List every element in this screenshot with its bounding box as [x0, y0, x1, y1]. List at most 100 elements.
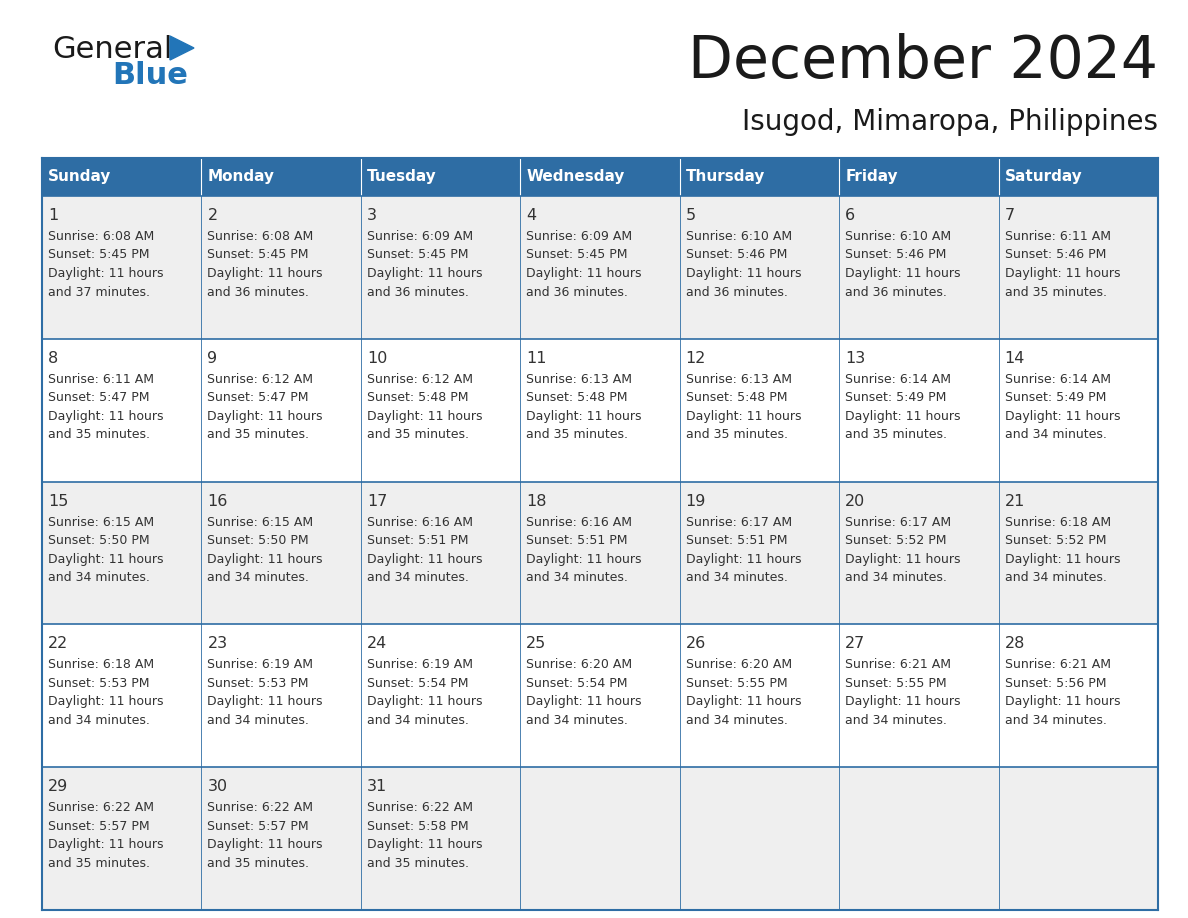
Text: Sunrise: 6:13 AM: Sunrise: 6:13 AM	[526, 373, 632, 386]
Text: Sunrise: 6:19 AM: Sunrise: 6:19 AM	[367, 658, 473, 671]
Text: and 34 minutes.: and 34 minutes.	[48, 571, 150, 584]
Text: 18: 18	[526, 494, 546, 509]
Text: Sunrise: 6:16 AM: Sunrise: 6:16 AM	[526, 516, 632, 529]
Text: Daylight: 11 hours: Daylight: 11 hours	[48, 838, 164, 851]
Text: Sunrise: 6:22 AM: Sunrise: 6:22 AM	[367, 801, 473, 814]
Text: and 36 minutes.: and 36 minutes.	[845, 285, 947, 298]
Bar	[42, 482, 1158, 624]
Text: Sunrise: 6:15 AM: Sunrise: 6:15 AM	[48, 516, 154, 529]
Text: Sunrise: 6:19 AM: Sunrise: 6:19 AM	[208, 658, 314, 671]
Text: Sunset: 5:51 PM: Sunset: 5:51 PM	[367, 534, 468, 547]
Text: Sunrise: 6:11 AM: Sunrise: 6:11 AM	[1005, 230, 1111, 243]
Text: 11: 11	[526, 351, 546, 365]
Text: Thursday: Thursday	[685, 170, 765, 185]
Text: and 34 minutes.: and 34 minutes.	[845, 714, 947, 727]
Text: Daylight: 11 hours: Daylight: 11 hours	[845, 409, 961, 423]
Text: and 35 minutes.: and 35 minutes.	[367, 429, 469, 442]
Text: 16: 16	[208, 494, 228, 509]
Text: and 35 minutes.: and 35 minutes.	[1005, 285, 1106, 298]
Text: 25: 25	[526, 636, 546, 652]
Text: and 34 minutes.: and 34 minutes.	[367, 714, 469, 727]
Text: 24: 24	[367, 636, 387, 652]
Text: and 35 minutes.: and 35 minutes.	[48, 856, 150, 869]
Text: Daylight: 11 hours: Daylight: 11 hours	[367, 409, 482, 423]
Text: 19: 19	[685, 494, 706, 509]
Text: Sunrise: 6:08 AM: Sunrise: 6:08 AM	[48, 230, 154, 243]
Text: and 36 minutes.: and 36 minutes.	[367, 285, 469, 298]
Text: Sunrise: 6:12 AM: Sunrise: 6:12 AM	[367, 373, 473, 386]
Text: Sunrise: 6:21 AM: Sunrise: 6:21 AM	[845, 658, 952, 671]
Text: Daylight: 11 hours: Daylight: 11 hours	[685, 409, 801, 423]
Text: Daylight: 11 hours: Daylight: 11 hours	[208, 409, 323, 423]
Text: Sunset: 5:51 PM: Sunset: 5:51 PM	[685, 534, 788, 547]
Text: 26: 26	[685, 636, 706, 652]
Text: Daylight: 11 hours: Daylight: 11 hours	[845, 553, 961, 565]
Text: Daylight: 11 hours: Daylight: 11 hours	[48, 553, 164, 565]
Text: Sunset: 5:45 PM: Sunset: 5:45 PM	[208, 249, 309, 262]
Text: Sunset: 5:47 PM: Sunset: 5:47 PM	[208, 391, 309, 404]
Text: 4: 4	[526, 208, 537, 223]
Text: Sunrise: 6:16 AM: Sunrise: 6:16 AM	[367, 516, 473, 529]
Text: Sunrise: 6:09 AM: Sunrise: 6:09 AM	[367, 230, 473, 243]
Text: December 2024: December 2024	[688, 33, 1158, 90]
Text: Daylight: 11 hours: Daylight: 11 hours	[48, 267, 164, 280]
Text: 2: 2	[208, 208, 217, 223]
Text: Daylight: 11 hours: Daylight: 11 hours	[685, 553, 801, 565]
Text: Sunrise: 6:09 AM: Sunrise: 6:09 AM	[526, 230, 632, 243]
Text: Sunset: 5:58 PM: Sunset: 5:58 PM	[367, 820, 468, 833]
Text: Sunrise: 6:18 AM: Sunrise: 6:18 AM	[1005, 516, 1111, 529]
Text: Wednesday: Wednesday	[526, 170, 625, 185]
Text: Sunrise: 6:08 AM: Sunrise: 6:08 AM	[208, 230, 314, 243]
Text: 31: 31	[367, 779, 387, 794]
Text: General: General	[52, 35, 172, 64]
Text: Sunset: 5:49 PM: Sunset: 5:49 PM	[1005, 391, 1106, 404]
Text: and 36 minutes.: and 36 minutes.	[208, 285, 309, 298]
Text: Sunset: 5:45 PM: Sunset: 5:45 PM	[48, 249, 150, 262]
Text: 8: 8	[48, 351, 58, 365]
Text: 28: 28	[1005, 636, 1025, 652]
Text: Sunrise: 6:18 AM: Sunrise: 6:18 AM	[48, 658, 154, 671]
Text: Sunset: 5:48 PM: Sunset: 5:48 PM	[526, 391, 627, 404]
Text: Sunset: 5:57 PM: Sunset: 5:57 PM	[48, 820, 150, 833]
Text: Sunrise: 6:10 AM: Sunrise: 6:10 AM	[845, 230, 952, 243]
Text: 17: 17	[367, 494, 387, 509]
Text: Sunset: 5:54 PM: Sunset: 5:54 PM	[526, 677, 627, 690]
Text: and 35 minutes.: and 35 minutes.	[685, 429, 788, 442]
Text: Sunrise: 6:10 AM: Sunrise: 6:10 AM	[685, 230, 792, 243]
Text: Sunrise: 6:17 AM: Sunrise: 6:17 AM	[845, 516, 952, 529]
Text: Daylight: 11 hours: Daylight: 11 hours	[208, 696, 323, 709]
Text: Sunset: 5:53 PM: Sunset: 5:53 PM	[48, 677, 150, 690]
Text: Sunset: 5:46 PM: Sunset: 5:46 PM	[845, 249, 947, 262]
Text: and 35 minutes.: and 35 minutes.	[845, 429, 947, 442]
Text: 21: 21	[1005, 494, 1025, 509]
Text: Sunset: 5:55 PM: Sunset: 5:55 PM	[845, 677, 947, 690]
Bar	[42, 624, 1158, 767]
Text: Sunset: 5:45 PM: Sunset: 5:45 PM	[367, 249, 468, 262]
Text: Sunset: 5:54 PM: Sunset: 5:54 PM	[367, 677, 468, 690]
Text: 3: 3	[367, 208, 377, 223]
Text: Sunday: Sunday	[48, 170, 112, 185]
Text: Daylight: 11 hours: Daylight: 11 hours	[208, 267, 323, 280]
Text: Daylight: 11 hours: Daylight: 11 hours	[1005, 696, 1120, 709]
Text: 10: 10	[367, 351, 387, 365]
Text: Sunset: 5:57 PM: Sunset: 5:57 PM	[208, 820, 309, 833]
Bar	[42, 339, 1158, 482]
Text: 23: 23	[208, 636, 228, 652]
Text: Daylight: 11 hours: Daylight: 11 hours	[845, 696, 961, 709]
Text: Sunset: 5:46 PM: Sunset: 5:46 PM	[685, 249, 788, 262]
Text: and 35 minutes.: and 35 minutes.	[48, 429, 150, 442]
Text: Sunrise: 6:21 AM: Sunrise: 6:21 AM	[1005, 658, 1111, 671]
Text: and 34 minutes.: and 34 minutes.	[526, 714, 628, 727]
Text: and 34 minutes.: and 34 minutes.	[1005, 714, 1106, 727]
Text: and 34 minutes.: and 34 minutes.	[1005, 571, 1106, 584]
Text: Daylight: 11 hours: Daylight: 11 hours	[48, 409, 164, 423]
Text: Daylight: 11 hours: Daylight: 11 hours	[48, 696, 164, 709]
Text: Sunrise: 6:22 AM: Sunrise: 6:22 AM	[208, 801, 314, 814]
Text: Daylight: 11 hours: Daylight: 11 hours	[1005, 553, 1120, 565]
Text: Sunrise: 6:20 AM: Sunrise: 6:20 AM	[526, 658, 632, 671]
Text: Daylight: 11 hours: Daylight: 11 hours	[685, 696, 801, 709]
Text: Sunset: 5:53 PM: Sunset: 5:53 PM	[208, 677, 309, 690]
Text: Sunset: 5:48 PM: Sunset: 5:48 PM	[685, 391, 788, 404]
Text: Sunset: 5:55 PM: Sunset: 5:55 PM	[685, 677, 788, 690]
Text: Daylight: 11 hours: Daylight: 11 hours	[526, 409, 642, 423]
